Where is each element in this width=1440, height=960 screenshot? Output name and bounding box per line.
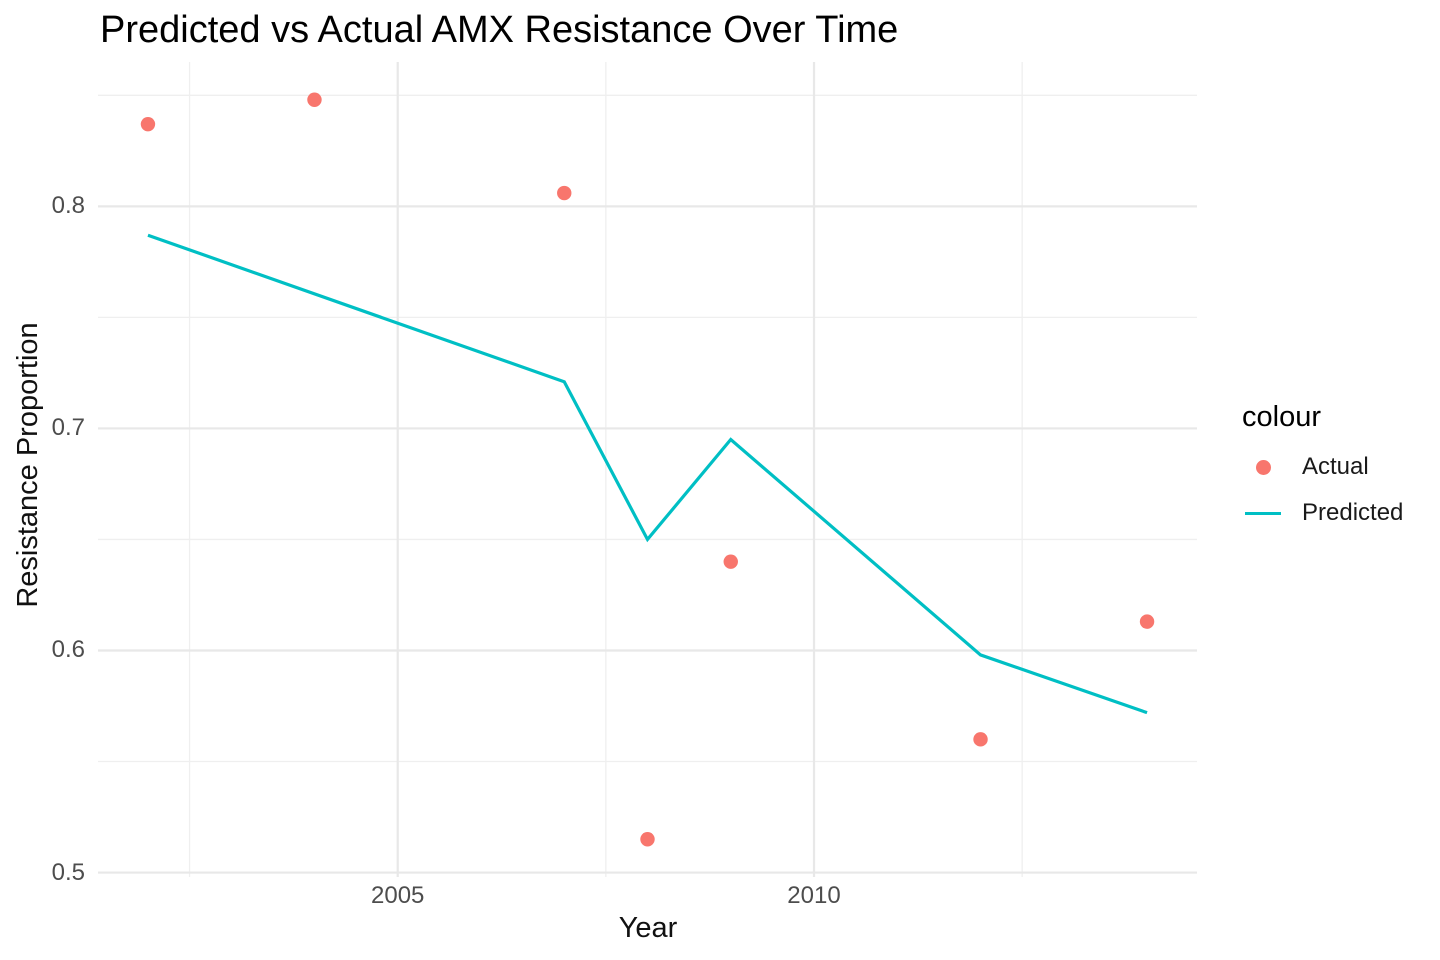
actual-point xyxy=(1139,614,1155,629)
actual-point xyxy=(723,554,738,569)
legend-point-icon xyxy=(1255,459,1271,475)
y-axis-tick-label: 0.6 xyxy=(51,636,85,664)
x-axis-tick-label: 2010 xyxy=(787,882,841,909)
y-axis-tick-label: 0.5 xyxy=(51,858,85,886)
x-axis-title: Year xyxy=(618,912,678,944)
actual-point xyxy=(307,92,322,107)
predicted-line xyxy=(147,233,1148,715)
legend: colour Actual Predicted xyxy=(1242,400,1403,544)
legend-line-icon xyxy=(1245,511,1281,515)
actual-point xyxy=(140,116,156,132)
chart-title: Predicted vs Actual AMX Resistance Over … xyxy=(100,9,899,51)
legend-key xyxy=(1245,498,1281,528)
actual-point xyxy=(973,732,988,747)
y-axis-tick-label: 0.8 xyxy=(51,192,85,220)
y-axis-title: Resistance Proportion xyxy=(12,322,44,608)
actual-point xyxy=(640,832,655,847)
x-axis-tick-label: 2005 xyxy=(371,882,425,909)
actual-point xyxy=(557,185,572,201)
legend-item-label: Predicted xyxy=(1302,499,1404,526)
legend-item-label: Actual xyxy=(1302,453,1369,480)
legend-item-predicted: Predicted xyxy=(1242,498,1403,528)
legend-title: colour xyxy=(1242,401,1321,433)
y-axis-tick-label: 0.7 xyxy=(51,414,85,442)
legend-item-actual: Actual xyxy=(1242,452,1403,482)
legend-key xyxy=(1245,452,1281,482)
